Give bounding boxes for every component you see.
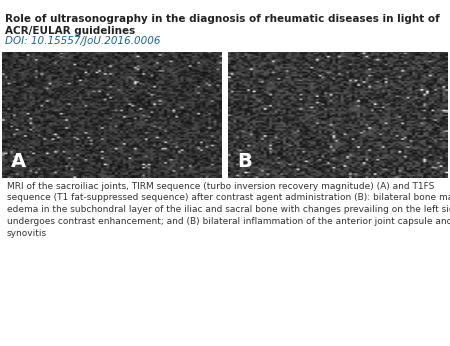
Text: B: B [237, 152, 252, 171]
Text: MRI of the sacroiliac joints, TIRM sequence (turbo inversion recovery magnitude): MRI of the sacroiliac joints, TIRM seque… [7, 182, 450, 238]
Text: A: A [11, 152, 26, 171]
Text: Role of ultrasonography in the diagnosis of rheumatic diseases in light of ACR/E: Role of ultrasonography in the diagnosis… [5, 14, 440, 36]
Text: DOI: 10.15557/JoU.2016.0006: DOI: 10.15557/JoU.2016.0006 [5, 36, 161, 46]
